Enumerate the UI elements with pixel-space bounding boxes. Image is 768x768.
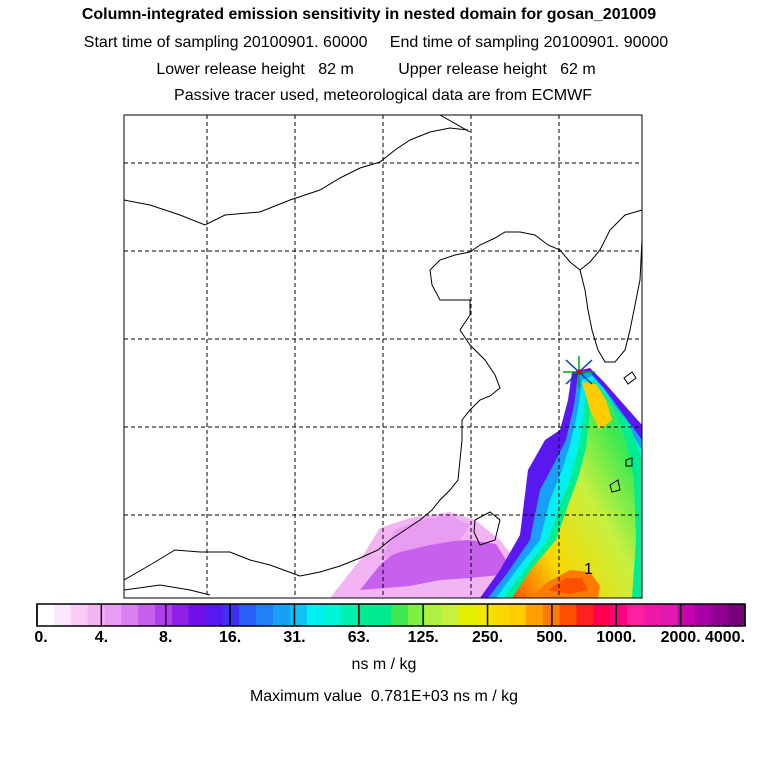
release-heights: Lower release height 82 m Upper release … <box>156 61 596 78</box>
colorbar-swatch <box>610 604 628 626</box>
plume-pale-region <box>380 515 470 560</box>
colorbar <box>36 603 746 627</box>
colorbar-tick-label: 16. <box>218 629 242 646</box>
colorbar-swatch <box>323 604 341 626</box>
colorbar-swatch <box>728 604 746 626</box>
plume-red-patch <box>548 578 588 594</box>
maximum-location-label: 1 <box>584 561 593 578</box>
colorbar-swatch <box>660 604 679 626</box>
colorbar-frame <box>36 603 746 627</box>
colorbar-swatch <box>424 604 443 626</box>
plume-core <box>512 386 636 598</box>
sensitivity-map: 1 <box>36 114 746 627</box>
colorbar-swatch <box>155 604 173 626</box>
colorbar-swatch <box>171 604 190 626</box>
colorbar-swatch <box>509 604 527 626</box>
plume-field <box>330 368 642 598</box>
colorbar-swatch <box>357 604 375 626</box>
plot-title: Column-integrated emission sensitivity i… <box>81 6 657 23</box>
colorbar-swatch <box>273 604 291 626</box>
colorbar-tick-label: 1000. <box>596 629 637 646</box>
colorbar-swatch <box>239 604 257 626</box>
colorbar-swatch <box>694 604 712 626</box>
colorbar-tick-label: 63. <box>347 629 370 646</box>
colorbar-tick-label: 0. <box>34 629 48 646</box>
colorbar-swatch <box>407 604 426 626</box>
colorbar-swatch <box>711 604 729 626</box>
colorbar-swatch <box>627 604 645 626</box>
colorbar-swatch <box>188 604 207 626</box>
colorbar-swatch <box>441 604 459 626</box>
colorbar-swatch <box>289 604 308 626</box>
sampling-times: Start time of sampling 20100901. 60000 E… <box>83 34 669 51</box>
colorbar-units: ns m / kg <box>351 656 417 673</box>
plume-near-source <box>582 382 612 430</box>
colorbar-tick-label: 250. <box>471 629 504 646</box>
colorbar-swatch <box>340 604 358 626</box>
colorbar-tick-label: 2000. <box>660 629 701 646</box>
map-frame <box>123 114 643 599</box>
colorbar-swatch <box>104 604 122 626</box>
colorbar-tick-label: 4. <box>94 629 109 646</box>
colorbar-swatch <box>593 604 611 626</box>
colorbar-swatch <box>576 604 594 626</box>
colorbar-swatch <box>677 604 695 626</box>
colorbar-swatch <box>643 604 662 626</box>
colorbar-tick-label: 8. <box>159 629 173 646</box>
colorbar-swatch <box>87 604 105 626</box>
colorbar-swatch <box>53 604 72 626</box>
colorbar-swatch <box>37 604 55 626</box>
colorbar-swatch <box>138 604 156 626</box>
tracer-info: Passive tracer used, meteorological data… <box>174 87 592 104</box>
lat-lon-grid <box>124 115 642 598</box>
colorbar-swatch <box>374 604 392 626</box>
colorbar-swatch <box>256 604 274 626</box>
colorbar-swatch <box>475 604 493 626</box>
colorbar-swatch <box>70 604 89 626</box>
colorbar-swatch <box>559 604 577 626</box>
colorbar-swatch <box>121 604 139 626</box>
colorbar-tick-label: 31. <box>283 629 306 646</box>
colorbar-swatch <box>222 604 240 626</box>
colorbar-swatch <box>205 604 223 626</box>
colorbar-tick-label: 500. <box>536 629 568 646</box>
colorbar-swatch <box>458 604 476 626</box>
colorbar-swatch <box>492 604 510 626</box>
colorbar-swatch <box>306 604 325 626</box>
colorbar-swatch <box>391 604 409 626</box>
station-star-icon <box>563 356 595 388</box>
maximum-value-text: Maximum value 0.781E+03 ns m / kg <box>249 688 519 705</box>
colorbar-swatch <box>525 604 544 626</box>
colorbar-tick-label: 4000. <box>704 629 746 646</box>
colorbar-tick-label: 125. <box>407 629 439 646</box>
